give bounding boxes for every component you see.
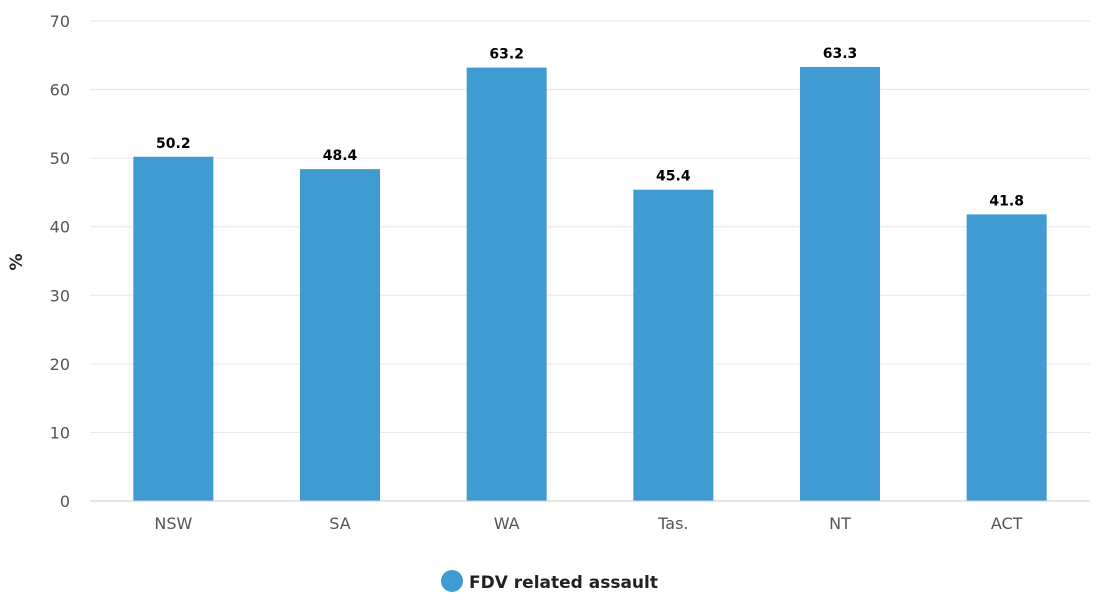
x-tick-label: WA bbox=[494, 514, 520, 533]
legend-label: FDV related assault bbox=[469, 573, 658, 593]
x-tick-label: NSW bbox=[154, 514, 192, 533]
y-tick-label: 10 bbox=[50, 423, 70, 442]
y-tick-label: 60 bbox=[50, 81, 70, 100]
bar-wa[interactable] bbox=[466, 67, 547, 501]
x-tick-label: ACT bbox=[991, 514, 1023, 533]
y-tick-label: 70 bbox=[50, 12, 70, 31]
bar-tas[interactable] bbox=[633, 189, 714, 501]
bar-sa[interactable] bbox=[300, 169, 380, 501]
bar-act[interactable] bbox=[966, 214, 1047, 501]
data-label: 63.2 bbox=[489, 47, 524, 63]
data-label: 45.4 bbox=[656, 169, 691, 185]
bar-nt[interactable] bbox=[800, 66, 880, 501]
x-axis-ticks: NSW SA WA Tas. NT ACT bbox=[154, 514, 1022, 533]
bars bbox=[133, 66, 1047, 501]
gridlines bbox=[90, 20, 1090, 433]
x-tick-label: SA bbox=[329, 514, 350, 533]
y-tick-label: 30 bbox=[50, 286, 70, 305]
y-tick-label: 50 bbox=[50, 149, 70, 168]
legend[interactable]: FDV related assault bbox=[441, 570, 658, 593]
data-label: 48.4 bbox=[323, 148, 358, 164]
legend-marker bbox=[441, 570, 463, 592]
x-tick-label: NT bbox=[829, 514, 851, 533]
data-label: 41.8 bbox=[989, 193, 1024, 209]
y-axis-ticks: 0 10 20 30 40 50 60 70 bbox=[50, 12, 70, 511]
data-label: 50.2 bbox=[156, 136, 191, 152]
x-tick-label: Tas. bbox=[657, 514, 688, 533]
data-labels: 50.2 48.4 63.2 45.4 63.3 41.8 bbox=[156, 46, 1024, 209]
bar-nsw[interactable] bbox=[133, 156, 214, 501]
y-tick-label: 20 bbox=[50, 355, 70, 374]
y-tick-label: 40 bbox=[50, 218, 70, 237]
y-tick-label: 0 bbox=[60, 492, 70, 511]
data-label: 63.3 bbox=[823, 46, 858, 62]
y-axis-label: % bbox=[7, 253, 27, 270]
